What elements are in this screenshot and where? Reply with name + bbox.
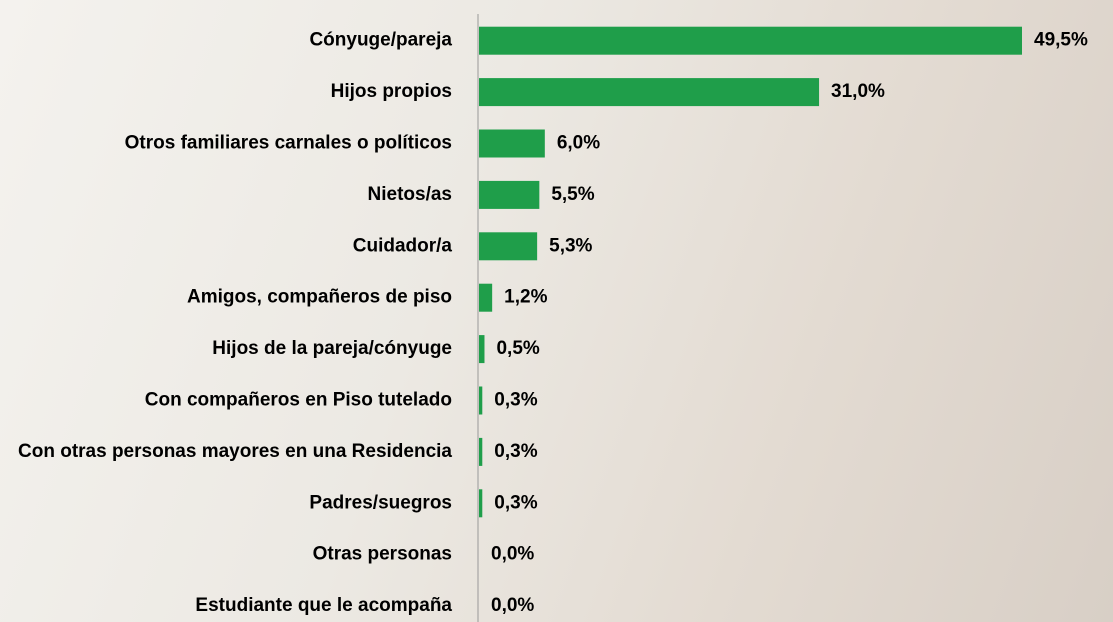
page: {"chart_data": {"type": "bar", "orientat… [0,0,1113,622]
category-label: Hijos de la pareja/cónyuge [212,338,452,359]
value-label: 1,2% [504,287,547,308]
category-label: Otras personas [313,544,452,565]
value-label: 0,3% [494,390,537,411]
bar [479,232,537,260]
category-label: Padres/suegros [309,492,452,513]
value-label: 0,5% [496,338,539,359]
value-label: 49,5% [1034,30,1088,51]
value-label: 0,0% [491,544,534,565]
category-label: Hijos propios [331,81,452,102]
category-label: Con compañeros en Piso tutelado [145,390,452,411]
bar [479,335,484,363]
value-label: 0,3% [494,441,537,462]
category-label: Con otras personas mayores en una Reside… [18,441,452,462]
chart: 49,5% Cónyuge/pareja 31,0% Hijos propios 6,0… [0,0,1113,622]
bar [479,78,819,106]
bar [479,284,492,312]
category-label: Estudiante que le acompaña [195,595,452,616]
value-label: 6,0% [557,133,600,154]
bar [479,130,545,158]
bar [479,387,482,415]
category-label: Nietos/as [368,184,452,205]
value-label: 5,5% [551,184,594,205]
value-label: 0,0% [491,595,534,616]
bar [479,489,482,517]
value-label: 0,3% [494,492,537,513]
category-label: Amigos, compañeros de piso [187,287,452,308]
bar [479,181,539,209]
value-label: 31,0% [831,81,885,102]
value-label: 5,3% [549,235,592,256]
category-label: Cuidador/a [353,235,453,256]
bar [479,27,1022,55]
category-label: Cónyuge/pareja [309,30,452,51]
bar [479,438,482,466]
category-label: Otros familiares carnales o políticos [125,133,452,154]
